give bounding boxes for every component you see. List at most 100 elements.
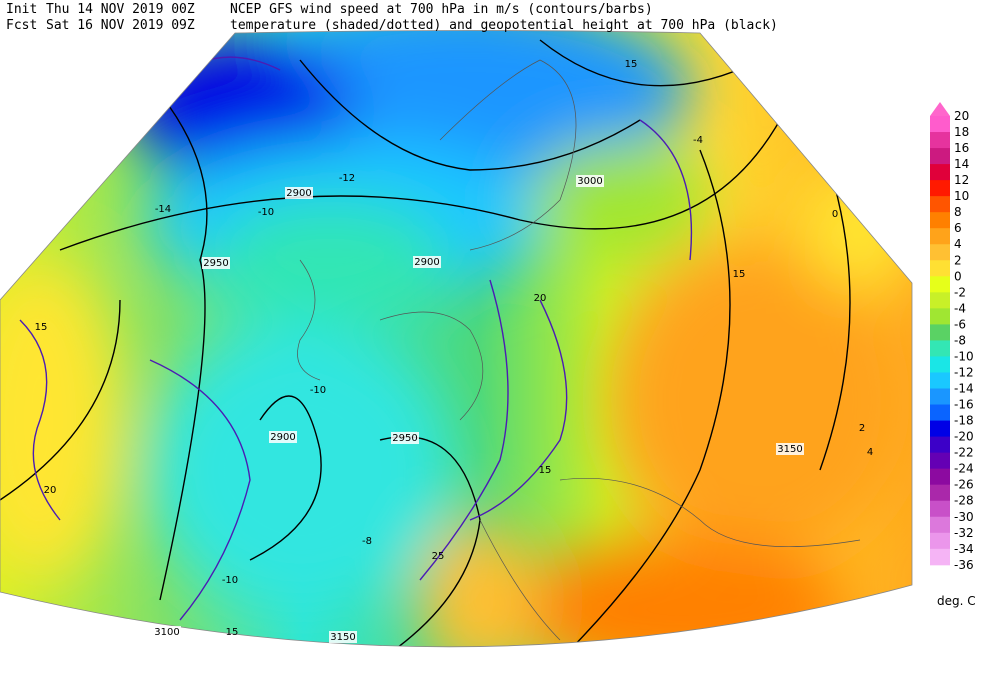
colorbar-label: -14 bbox=[954, 382, 974, 396]
height-label-box bbox=[329, 631, 357, 643]
colorbar-label: -32 bbox=[954, 526, 974, 540]
colorbar-swatch bbox=[930, 212, 950, 229]
colorbar-unit: deg. C bbox=[937, 594, 976, 608]
colorbar-swatch bbox=[930, 244, 950, 261]
colorbar-label: -16 bbox=[954, 398, 974, 412]
wind-label: 20 bbox=[534, 293, 547, 304]
colorbar-label: -20 bbox=[954, 430, 974, 444]
colorbar-label: -30 bbox=[954, 510, 974, 524]
height-label: 2950 bbox=[203, 258, 228, 269]
colorbar-swatch bbox=[930, 548, 950, 566]
colorbar-top bbox=[930, 102, 950, 116]
temperature-label: -10 bbox=[222, 575, 238, 586]
colorbar-swatch bbox=[930, 356, 950, 373]
temperature-label: 4 bbox=[867, 447, 873, 458]
colorbar-swatch bbox=[930, 276, 950, 293]
colorbar-swatch bbox=[930, 388, 950, 406]
fcst-label: Fcst bbox=[6, 18, 37, 33]
colorbar-swatch bbox=[930, 308, 950, 325]
colorbar-swatch bbox=[930, 292, 950, 309]
colorbar-swatch bbox=[930, 340, 950, 357]
colorbar-label: 0 bbox=[954, 269, 962, 283]
colorbar-swatch bbox=[930, 148, 950, 165]
colorbar-swatch bbox=[930, 196, 950, 213]
colorbar-swatch bbox=[930, 260, 950, 277]
wind-label: 25 bbox=[432, 551, 445, 562]
colorbar-swatch bbox=[930, 468, 950, 486]
height-label-box bbox=[153, 626, 181, 638]
colorbar-swatch bbox=[930, 532, 950, 550]
colorbar-swatch bbox=[930, 516, 950, 534]
colorbar-label: 18 bbox=[954, 125, 969, 139]
colorbar-swatch bbox=[930, 484, 950, 502]
colorbar-swatch bbox=[930, 404, 950, 422]
init-time: Thu 14 NOV 2019 00Z bbox=[46, 2, 195, 17]
height-label-box bbox=[413, 256, 441, 268]
temperature-label: -10 bbox=[310, 385, 326, 396]
header: Init Thu 14 NOV 2019 00Z NCEP GFS wind s… bbox=[6, 2, 778, 33]
colorbar-label: 20 bbox=[954, 109, 969, 123]
colorbar-swatch bbox=[930, 132, 950, 149]
temperature-label: 0 bbox=[832, 209, 838, 220]
height-label-box bbox=[576, 175, 604, 187]
temperature-label: -10 bbox=[258, 207, 274, 218]
colorbar-swatch bbox=[930, 500, 950, 518]
height-label: 2900 bbox=[414, 257, 439, 268]
colorbar-swatch bbox=[930, 436, 950, 454]
colorbar-label: -10 bbox=[954, 349, 974, 363]
wind-label: 15 bbox=[539, 465, 552, 476]
colorbar-label: -34 bbox=[954, 542, 974, 556]
colorbar-label: -24 bbox=[954, 462, 974, 476]
colorbar-swatch bbox=[930, 452, 950, 470]
colorbar-label: -36 bbox=[954, 558, 974, 572]
height-label: 3150 bbox=[330, 632, 355, 643]
colorbar-swatch bbox=[930, 372, 950, 390]
colorbar-label: -8 bbox=[954, 333, 966, 347]
colorbar-label: -12 bbox=[954, 365, 974, 379]
colorbar-label: 8 bbox=[954, 205, 962, 219]
height-label-box bbox=[269, 431, 297, 443]
height-label-box bbox=[202, 257, 230, 269]
colorbar-label: -26 bbox=[954, 478, 974, 492]
wind-label: 15 bbox=[733, 269, 746, 280]
colorbar-label: 10 bbox=[954, 189, 969, 203]
height-label: 3100 bbox=[154, 627, 179, 638]
colorbar-label: 16 bbox=[954, 141, 969, 155]
map-border bbox=[0, 30, 913, 648]
wind-label: 15 bbox=[226, 627, 239, 638]
colorbar-label: -28 bbox=[954, 494, 974, 508]
colorbar-swatch bbox=[930, 164, 950, 181]
colorbar-label: 2 bbox=[954, 253, 962, 267]
height-label-box bbox=[776, 443, 804, 455]
colorbar-label: -2 bbox=[954, 285, 966, 299]
height-label: 2950 bbox=[392, 433, 417, 444]
temperature-label: -12 bbox=[339, 173, 355, 184]
wind-label: 15 bbox=[35, 322, 48, 333]
height-label-box bbox=[391, 432, 419, 444]
title-line2: temperature (shaded/dotted) and geopoten… bbox=[230, 18, 778, 33]
colorbar-swatch bbox=[930, 180, 950, 197]
temperature-label: 2 bbox=[859, 423, 865, 434]
wind-label: 15 bbox=[625, 59, 638, 70]
colorbar-label: 14 bbox=[954, 157, 969, 171]
colorbar-label: 6 bbox=[954, 221, 962, 235]
colorbar-swatch bbox=[930, 324, 950, 341]
height-label: 2900 bbox=[286, 188, 311, 199]
colorbar-label: 12 bbox=[954, 173, 969, 187]
height-label: 2900 bbox=[270, 432, 295, 443]
fcst-time: Sat 16 NOV 2019 09Z bbox=[46, 18, 195, 33]
colorbar-swatch bbox=[930, 228, 950, 245]
colorbar-label: -4 bbox=[954, 301, 966, 315]
temperature-label: -14 bbox=[155, 204, 171, 215]
map-area bbox=[0, 30, 912, 647]
title-line1: NCEP GFS wind speed at 700 hPa in m/s (c… bbox=[230, 2, 653, 17]
colorbar-swatch bbox=[930, 420, 950, 438]
height-label: 3000 bbox=[577, 176, 602, 187]
colorbar-label: -18 bbox=[954, 414, 974, 428]
init-label: Init bbox=[6, 2, 37, 17]
colorbar-label: -22 bbox=[954, 446, 974, 460]
height-label: 3150 bbox=[777, 444, 802, 455]
temperature-label: -8 bbox=[362, 536, 372, 547]
height-label-box bbox=[285, 187, 313, 199]
